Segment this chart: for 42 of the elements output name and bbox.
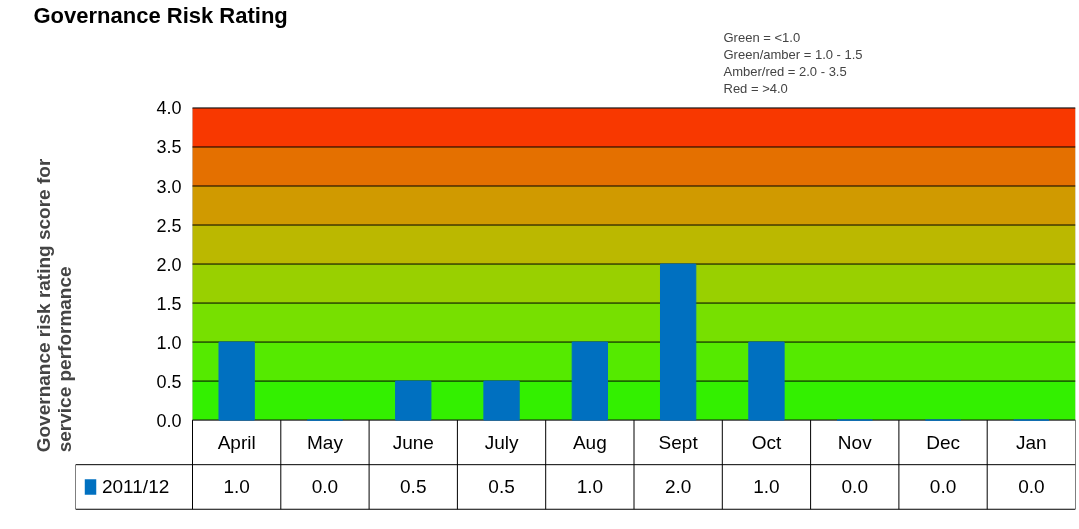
y-tick-label: 3.5 xyxy=(156,137,182,158)
x-tick-label: June xyxy=(392,431,434,453)
data-label: 0.5 xyxy=(400,476,427,498)
data-label: 1.0 xyxy=(753,476,780,498)
y-tick-label: 2.5 xyxy=(156,215,182,236)
x-tick-label: July xyxy=(484,431,519,453)
y-tick-label: 1.5 xyxy=(156,293,182,314)
legend-label: 2011/12 xyxy=(101,476,170,498)
bar xyxy=(748,341,785,421)
y-tick-label: 0.5 xyxy=(156,371,182,392)
bar xyxy=(659,263,697,421)
y-tick-label: 1.0 xyxy=(156,332,182,353)
y-tick-label: 3.0 xyxy=(156,176,182,197)
text: Green = <1.0 xyxy=(723,29,801,45)
x-tick-label: April xyxy=(217,431,256,453)
text: Green/amber = 1.0 - 1.5 xyxy=(723,46,863,62)
x-tick-label: Aug xyxy=(572,431,607,453)
text: Amber/red = 2.0 - 3.5 xyxy=(723,63,847,79)
data-label: 0.0 xyxy=(841,476,868,498)
data-label: 1.0 xyxy=(576,476,604,498)
y-tick-label: 0.0 xyxy=(156,410,182,431)
data-label: 2.0 xyxy=(664,476,692,498)
x-tick-label: Dec xyxy=(926,431,960,453)
bar xyxy=(218,341,255,421)
data-label: 0.0 xyxy=(311,476,339,498)
data-label: 0.5 xyxy=(488,476,515,498)
x-tick-label: Oct xyxy=(751,431,782,453)
text: Red = >4.0 xyxy=(723,80,788,96)
x-tick-label: Sept xyxy=(658,431,699,453)
data-label: 0.0 xyxy=(1018,476,1045,498)
bar xyxy=(571,341,609,421)
y-tick-label: 2.0 xyxy=(156,254,182,275)
x-tick-label: Jan xyxy=(1016,431,1047,453)
x-tick-label: Nov xyxy=(837,431,873,453)
data-label: 1.0 xyxy=(223,476,250,498)
data-label: 0.0 xyxy=(929,476,957,498)
chart-title: Governance Risk Rating xyxy=(33,2,288,28)
y-axis-title: Governance risk rating score for service performance xyxy=(32,158,75,453)
bar xyxy=(483,380,520,421)
y-tick-label: 4.0 xyxy=(156,98,182,119)
bar xyxy=(395,380,432,421)
x-tick-label: May xyxy=(307,431,344,453)
